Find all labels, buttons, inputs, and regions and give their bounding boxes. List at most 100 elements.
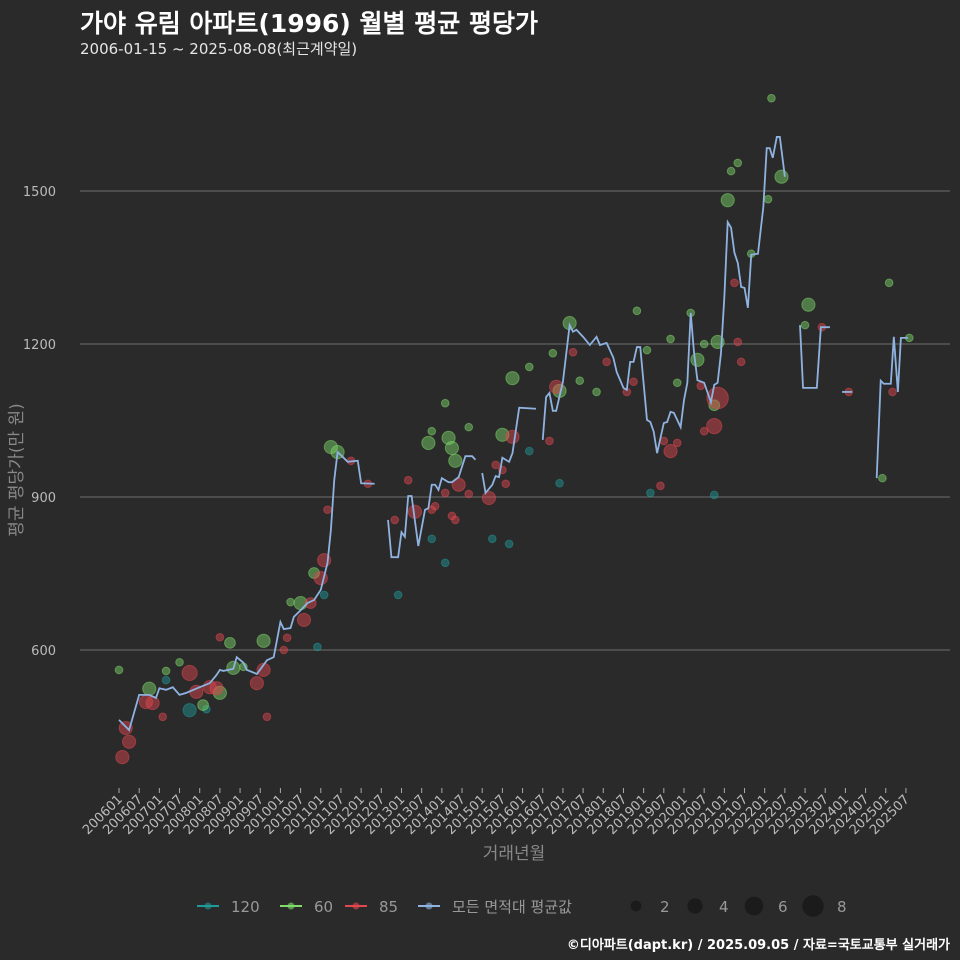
data-point-60 — [197, 699, 209, 711]
mean-line-segment — [387, 455, 477, 559]
data-point-85 — [501, 479, 511, 489]
data-point-85 — [215, 632, 225, 642]
data-point-120 — [182, 703, 197, 718]
y-axis-title: 평균 평당가(만 원) — [7, 403, 27, 537]
data-point-120 — [427, 534, 437, 544]
data-point-85 — [249, 676, 264, 691]
data-point-85 — [602, 357, 611, 367]
data-point-85 — [568, 347, 578, 357]
mean-line-segment — [875, 336, 908, 479]
data-point-60 — [286, 597, 295, 607]
data-point-85 — [181, 664, 198, 682]
size-legend-circle — [802, 895, 824, 917]
data-point-60 — [142, 681, 157, 696]
size-legend-label: 4 — [719, 898, 729, 916]
legend-dot-1 — [287, 902, 295, 910]
data-point-60 — [440, 398, 450, 408]
y-tick-label: 1200 — [23, 338, 56, 353]
data-point-120 — [393, 590, 403, 600]
legend-dot-2 — [352, 902, 360, 910]
legend-dot-3 — [425, 902, 433, 910]
data-point-120 — [504, 539, 514, 549]
data-point-85 — [451, 515, 460, 525]
data-point-120 — [313, 642, 322, 652]
legend-label: 120 — [231, 898, 260, 916]
data-point-60 — [690, 352, 705, 367]
data-point-60 — [763, 194, 773, 204]
data-point-60 — [884, 278, 894, 288]
data-point-60 — [642, 345, 652, 355]
size-legend-circle — [744, 896, 764, 916]
y-tick-label: 600 — [31, 644, 56, 659]
data-point-85 — [158, 712, 168, 722]
data-point-120 — [555, 478, 564, 488]
size-legend-circle — [687, 898, 703, 914]
data-point-60 — [575, 376, 585, 386]
chart-subtitle: 2006-01-15 ~ 2025-08-08(최근계약일) — [80, 40, 358, 58]
data-point-60 — [114, 665, 124, 675]
data-point-85 — [672, 438, 682, 448]
data-point-60 — [878, 473, 887, 483]
data-point-85 — [481, 490, 497, 506]
data-point-85 — [390, 515, 400, 525]
legend-label: 60 — [314, 898, 333, 916]
data-point-85 — [706, 418, 723, 435]
data-point-60 — [421, 435, 436, 451]
data-point-60 — [774, 169, 789, 184]
data-point-85 — [279, 645, 289, 655]
mean-line-segment — [541, 136, 786, 454]
data-point-85 — [491, 460, 500, 470]
data-point-60 — [726, 166, 736, 176]
size-legend-label: 6 — [778, 898, 788, 916]
data-point-85 — [296, 612, 312, 627]
data-point-60 — [666, 334, 675, 344]
data-point-60 — [632, 306, 642, 316]
data-point-60 — [767, 93, 776, 103]
data-point-85 — [663, 444, 678, 459]
legend-dot-0 — [204, 902, 212, 910]
data-point-60 — [672, 378, 682, 388]
data-point-60 — [720, 193, 735, 208]
data-point-85 — [145, 695, 160, 711]
data-point-120 — [709, 490, 719, 500]
data-point-85 — [118, 720, 133, 736]
data-point-60 — [801, 297, 816, 312]
data-point-85 — [115, 750, 130, 765]
data-point-120 — [487, 534, 497, 544]
data-point-85 — [262, 712, 272, 722]
data-point-85 — [430, 501, 440, 511]
data-point-120 — [319, 590, 329, 600]
size-legend-circle — [630, 900, 642, 912]
data-point-120 — [646, 488, 655, 498]
legend-label: 85 — [379, 898, 398, 916]
data-point-120 — [440, 558, 450, 568]
size-legend-label: 2 — [660, 898, 670, 916]
data-point-60 — [464, 422, 474, 432]
data-point-85 — [549, 379, 564, 394]
data-point-85 — [733, 337, 743, 347]
data-point-60 — [444, 440, 460, 456]
data-point-60 — [505, 371, 520, 386]
mean-line-segment — [799, 325, 830, 389]
data-point-85 — [209, 681, 224, 696]
data-point-85 — [888, 387, 897, 397]
data-point-60 — [161, 666, 171, 676]
data-point-60 — [256, 633, 271, 648]
data-point-85 — [505, 429, 520, 444]
mean-line-segment — [481, 406, 537, 496]
data-point-60 — [733, 158, 743, 168]
data-point-85 — [656, 481, 665, 491]
x-axis-title: 거래년월 — [483, 844, 546, 864]
footer-credit: ©디아파트(dapt.kr) / 2025.09.05 / 자료=국토교통부 실… — [566, 938, 950, 953]
data-point-60 — [800, 320, 810, 330]
data-point-60 — [699, 339, 709, 349]
data-point-85 — [730, 278, 739, 288]
data-point-85 — [464, 489, 474, 499]
data-point-60 — [175, 657, 184, 667]
data-point-85 — [736, 357, 746, 367]
data-point-85 — [403, 475, 413, 485]
data-point-60 — [224, 636, 236, 649]
data-point-120 — [524, 446, 534, 456]
mean-line-segment — [118, 450, 375, 732]
